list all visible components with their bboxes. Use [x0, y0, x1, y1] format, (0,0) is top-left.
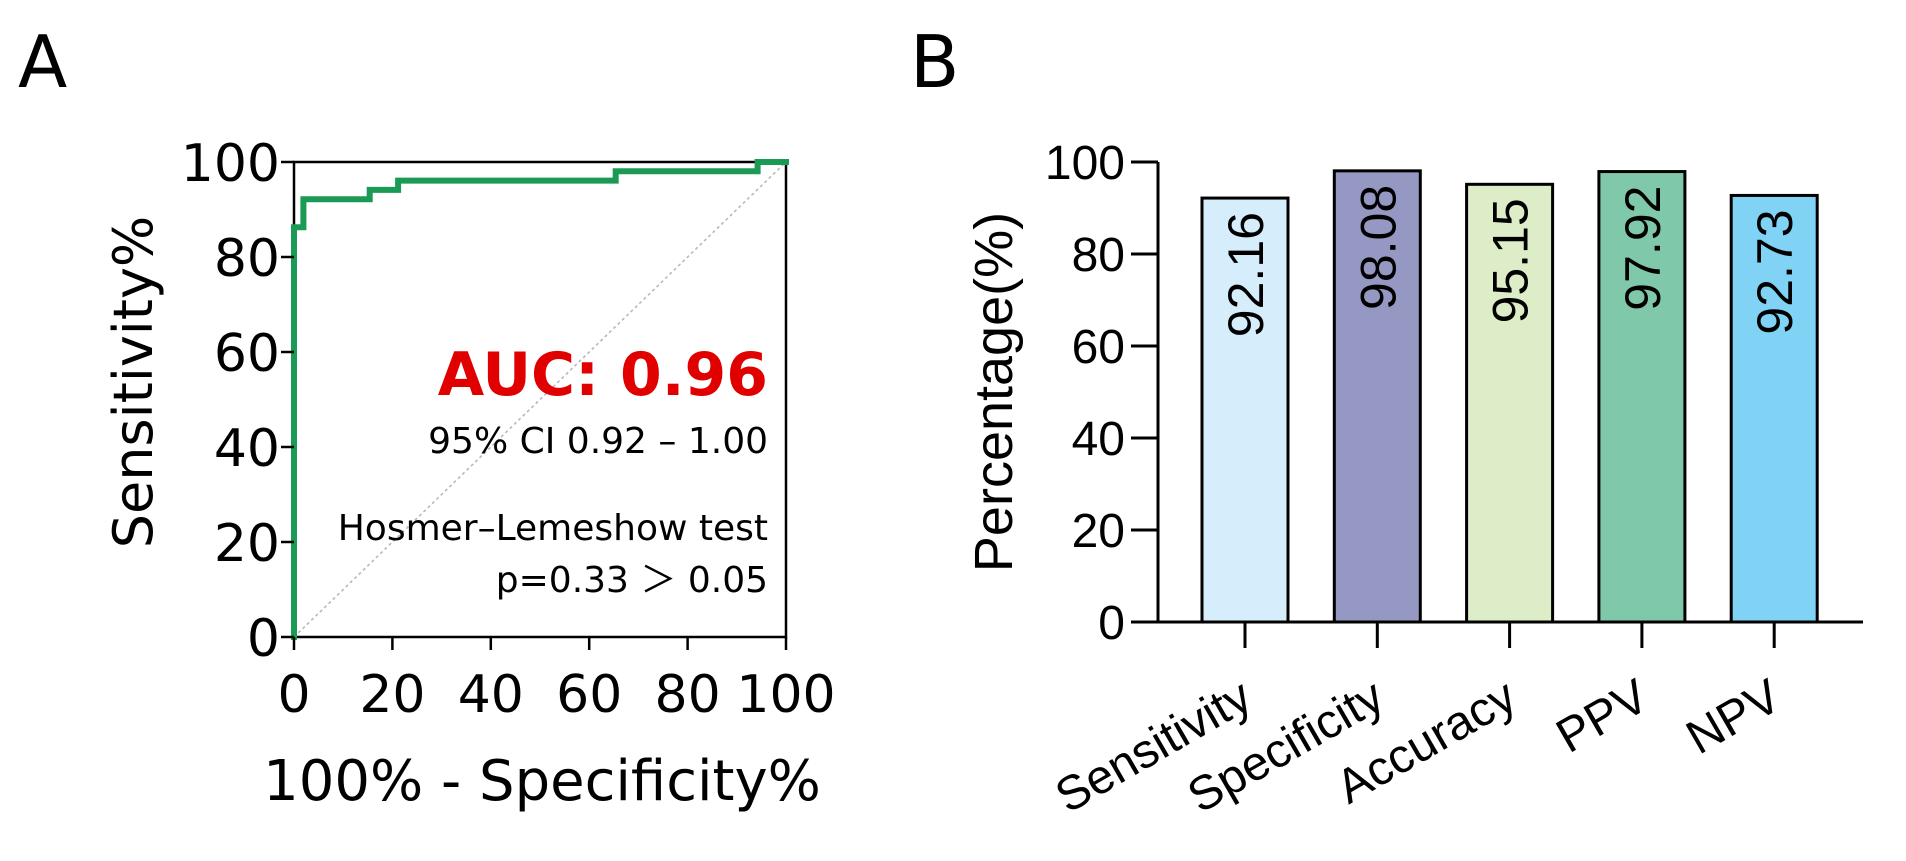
bar-y-tick-label: 20: [1072, 505, 1125, 558]
bar-value-label: 92.16: [1218, 212, 1274, 337]
roc-y-tick-label: 20: [214, 514, 280, 574]
bar-value-label: 92.73: [1747, 209, 1803, 334]
bar-y-tick-label: 100: [1045, 137, 1125, 190]
bar-y-tick-label: 40: [1072, 413, 1125, 466]
roc-x-ticks: 0 20 40 60 80 100: [277, 637, 836, 725]
panel-label-b: B: [910, 20, 959, 104]
roc-x-tick-label: 100: [736, 665, 835, 725]
bar-chart: 92.16 98.08 95.15 97.92 92.73 0 20 40 60 80 100 S…: [964, 137, 1863, 824]
roc-x-tick-label: 20: [359, 665, 425, 725]
roc-x-tick-label: 80: [655, 665, 721, 725]
bar-axes: [1131, 162, 1863, 648]
roc-x-axis-title: 100% - Specificity%: [263, 749, 821, 814]
bar-y-tick-label: 0: [1098, 597, 1125, 650]
bar-value-label: 98.08: [1350, 185, 1406, 310]
bar-category-label: NPV: [1678, 670, 1790, 765]
roc-x-tick-label: 40: [458, 665, 524, 725]
bar-y-tick-label: 80: [1072, 229, 1125, 282]
bar-npv: [1729, 193, 1819, 624]
roc-y-tick-label: 0: [247, 609, 280, 669]
roc-x-tick-label: 0: [277, 665, 310, 725]
bar-value-label: 95.15: [1483, 198, 1539, 323]
bar-category-label: PPV: [1548, 670, 1658, 764]
bar-y-axis-title: Percentage(%): [964, 212, 1024, 572]
auc-annotation: AUC: 0.96: [438, 340, 768, 410]
bar-accuracy: [1465, 182, 1555, 624]
hosmer-lemeshow-title: Hosmer–Lemeshow test: [338, 508, 768, 549]
hosmer-lemeshow-p-value: p=0.33 ＞ 0.05: [496, 560, 768, 601]
bars-group: 92.16 98.08 95.15 97.92 92.73: [1200, 169, 1819, 624]
roc-curve-group: [291, 159, 789, 640]
bar-y-tick-label: 60: [1072, 321, 1125, 374]
roc-y-tick-label: 40: [214, 419, 280, 479]
ci-annotation: 95% CI 0.92 – 1.00: [428, 421, 768, 462]
panel-label-a: A: [18, 20, 67, 104]
roc-y-tick-label: 80: [214, 229, 280, 289]
roc-y-tick-label: 60: [214, 324, 280, 384]
roc-curve-line: [291, 159, 789, 640]
bar-value-label: 97.92: [1615, 186, 1671, 311]
roc-y-tick-label: 100: [181, 134, 280, 194]
roc-x-tick-label: 60: [556, 665, 622, 725]
roc-y-ticks: 0 20 40 60 80 100: [181, 134, 294, 669]
bar-sensitivity: [1200, 196, 1290, 624]
bar-y-ticks: 0 20 40 60 80 100: [1045, 137, 1158, 650]
bar-ppv: [1597, 170, 1687, 624]
roc-y-axis-title: Sensitivity%: [102, 216, 165, 548]
